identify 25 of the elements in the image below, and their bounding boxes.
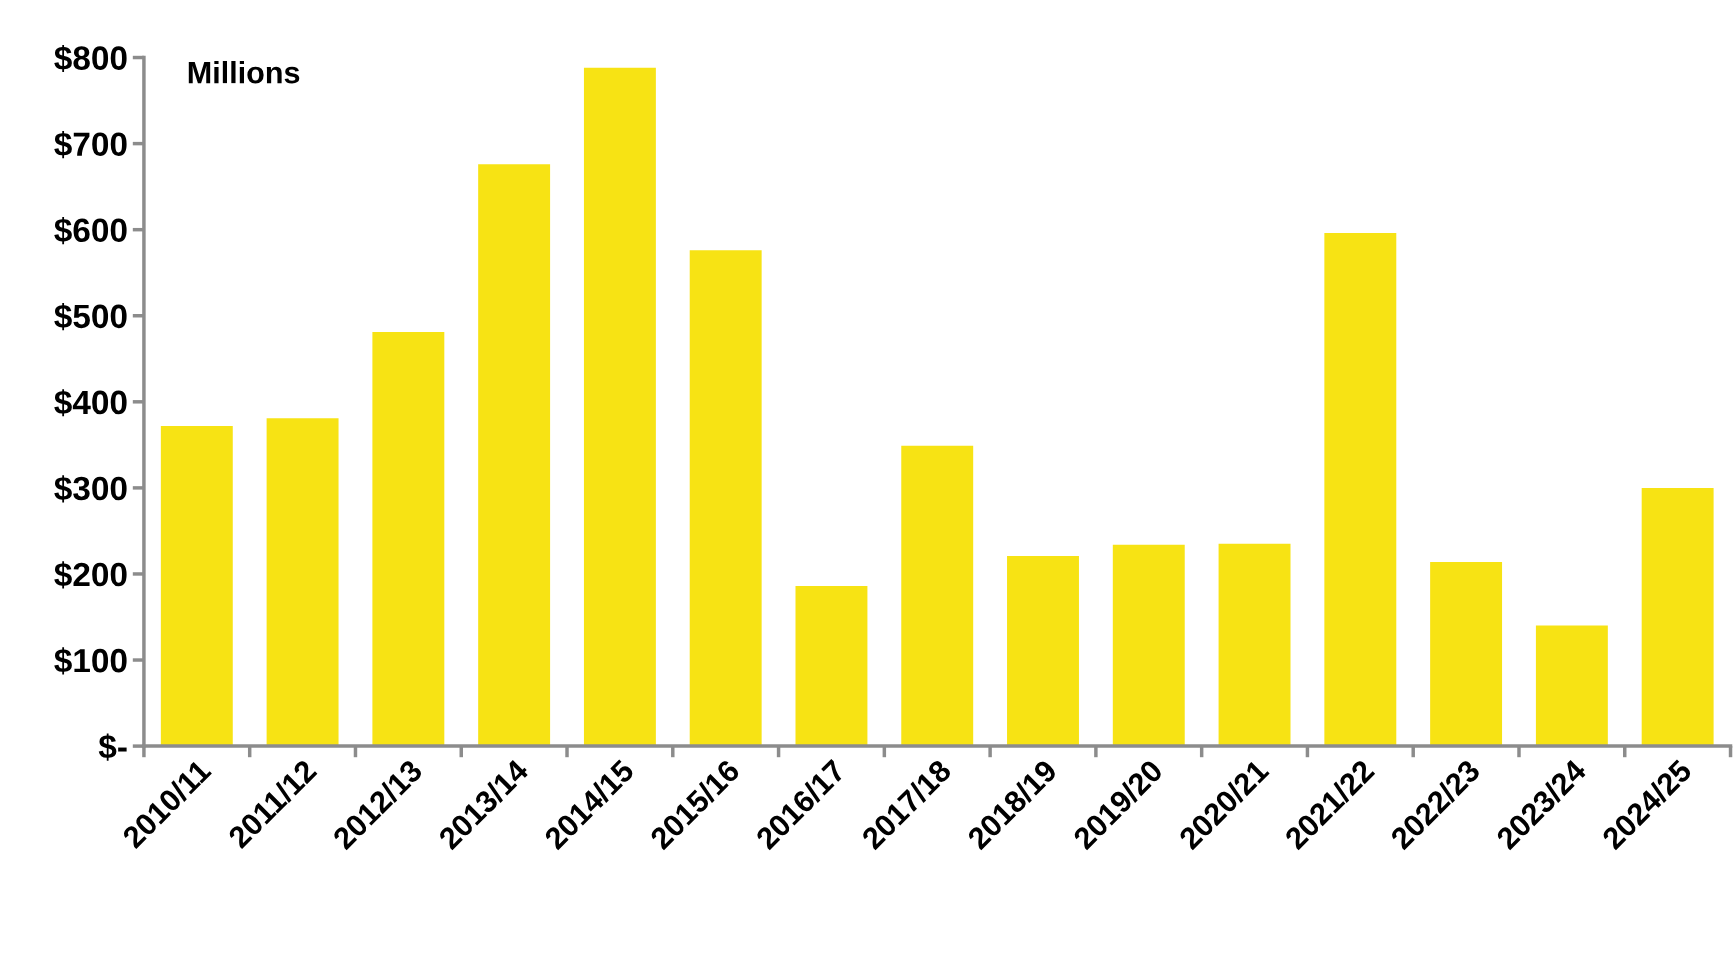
bar: [266, 418, 339, 747]
bar: [1641, 487, 1714, 747]
bar: [1535, 625, 1608, 747]
y-tick-label: $400: [54, 389, 127, 417]
bar: [583, 67, 656, 747]
y-tick-label: $500: [54, 303, 127, 331]
bar: [1112, 544, 1185, 747]
bar: [1218, 543, 1291, 747]
bar: [1324, 233, 1397, 747]
y-tick-label: $100: [54, 647, 127, 675]
bar: [372, 332, 445, 747]
bar: [689, 250, 762, 747]
bar: [160, 425, 233, 747]
bar: [478, 164, 551, 747]
y-tick-label: $600: [54, 217, 127, 245]
y-tick-label: $-: [98, 733, 127, 761]
y-tick-label: $800: [54, 44, 127, 73]
bar: [795, 586, 868, 747]
bar: [1007, 555, 1079, 747]
annotation: Millions: [188, 60, 300, 84]
bar: [1430, 561, 1503, 747]
bar: [901, 445, 974, 747]
y-tick-label: $700: [54, 130, 127, 159]
y-tick-label: $300: [54, 475, 127, 503]
y-tick-label: $200: [54, 561, 127, 589]
